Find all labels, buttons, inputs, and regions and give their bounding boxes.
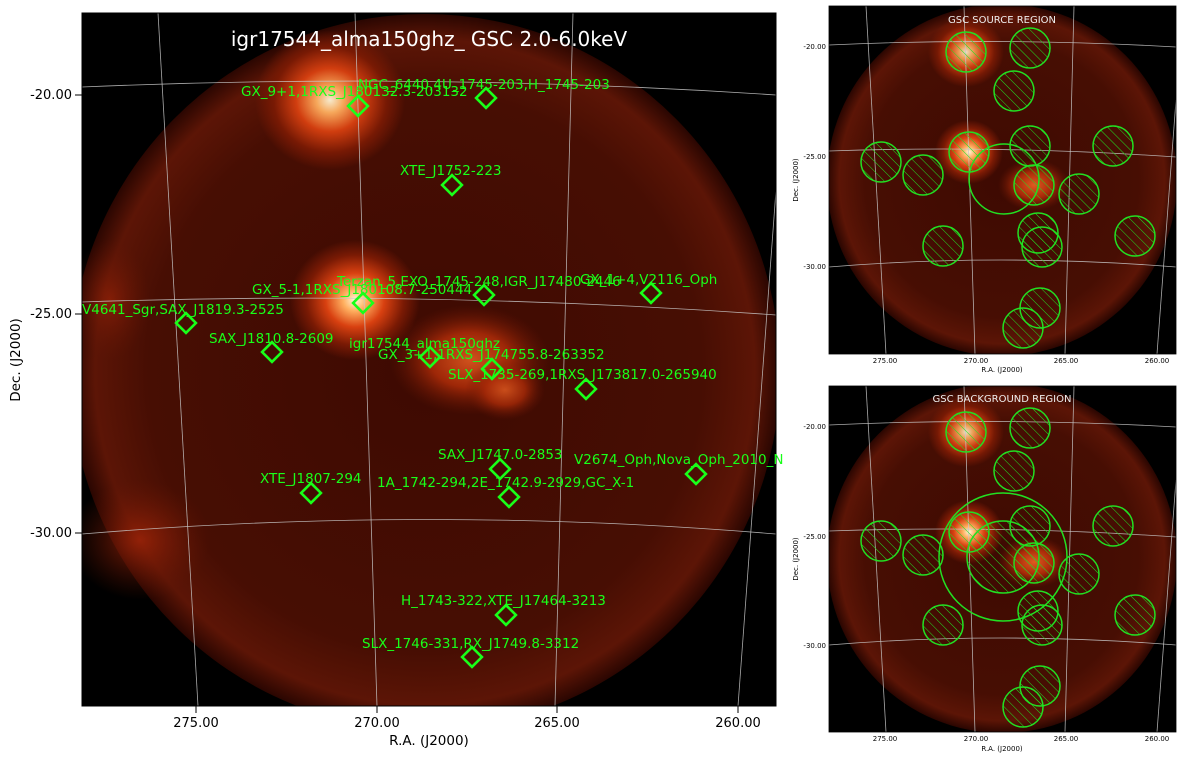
x-tick-label: 275.00 bbox=[173, 716, 219, 731]
source-label: XTE_J1752-223 bbox=[400, 163, 502, 179]
x-tick-label: 270.00 bbox=[964, 735, 989, 743]
source-marker bbox=[418, 345, 442, 369]
x-tick-label: 275.00 bbox=[873, 735, 898, 743]
source-marker bbox=[488, 457, 512, 481]
source-marker bbox=[574, 377, 598, 401]
main-image bbox=[82, 14, 776, 706]
source-marker bbox=[346, 94, 370, 118]
x-tick-label: 270.00 bbox=[964, 357, 989, 365]
source-marker bbox=[440, 173, 464, 197]
x-axis-label: R.A. (J2000) bbox=[981, 745, 1023, 753]
y-tick-label: -30.00 bbox=[30, 526, 72, 541]
source-label: SAX_J1747.0-2853 bbox=[438, 447, 563, 463]
source-marker bbox=[494, 603, 518, 627]
source-label: GX_1+4,V2116_Oph bbox=[580, 272, 717, 288]
source-label: XTE_J1807-294 bbox=[260, 471, 362, 487]
source-label: 1A_1742-294,2E_1742.9-2929,GC_X-1 bbox=[377, 475, 634, 491]
x-tick-label: 275.00 bbox=[873, 357, 898, 365]
source-label: GX_9+1,1RXS_J180132.3-203132 bbox=[241, 84, 468, 100]
x-tick-label: 265.00 bbox=[534, 716, 580, 731]
source-marker bbox=[260, 340, 284, 364]
background-panel-title: GSC BACKGROUND REGION bbox=[933, 394, 1072, 405]
source-labels: NGC_6440,4U_1745-203,H_1745-203 GX_9+1,1… bbox=[82, 77, 783, 652]
source-marker bbox=[460, 645, 484, 669]
x-tick-label: 260.00 bbox=[1145, 735, 1170, 743]
y-axis-label: Dec. (J2000) bbox=[792, 158, 800, 202]
x-tick-label: 265.00 bbox=[1054, 357, 1079, 365]
x-axis-label: R.A. (J2000) bbox=[981, 366, 1023, 374]
y-axis-label: Dec. (J2000) bbox=[792, 537, 800, 581]
source-label: GX_3+1,1RXS_J174755.8-263352 bbox=[378, 347, 605, 363]
y-tick-label: -20.00 bbox=[803, 423, 826, 431]
background-region-panel: GSC BACKGROUND REGION 275.00 270.00 265.… bbox=[792, 385, 1177, 753]
y-tick-label: -25.00 bbox=[30, 307, 72, 322]
x-tick-label: 270.00 bbox=[354, 716, 400, 731]
source-label: SAX_J1810.8-2609 bbox=[209, 331, 334, 347]
y-tick-label: -30.00 bbox=[803, 642, 826, 650]
y-tick-label: -30.00 bbox=[803, 263, 826, 271]
source-panel-title: GSC SOURCE REGION bbox=[948, 15, 1056, 26]
x-tick-label: 260.00 bbox=[715, 716, 761, 731]
source-label: SLX_1746-331,RX_J1749.8-3312 bbox=[362, 636, 579, 652]
main-axes: 275.00 270.00 265.00 260.00 -20.00 -25.0… bbox=[8, 88, 761, 749]
source-marker bbox=[480, 357, 504, 381]
source-marker bbox=[174, 311, 198, 335]
x-tick-label: 260.00 bbox=[1145, 357, 1170, 365]
source-label: Terzan_5,EXO_1745-248,IGR_J17480-2446 bbox=[336, 274, 621, 290]
y-tick-label: -25.00 bbox=[803, 153, 826, 161]
y-axis-label: Dec. (J2000) bbox=[8, 318, 24, 402]
source-label: V4641_Sgr,SAX_J1819.3-2525 bbox=[82, 302, 284, 318]
source-marker bbox=[472, 283, 496, 307]
y-tick-label: -25.00 bbox=[803, 533, 826, 541]
source-label: NGC_6440,4U_1745-203,H_1745-203 bbox=[358, 77, 610, 93]
source-marker bbox=[299, 481, 323, 505]
source-label: SLX_1735-269,1RXS_J173817.0-265940 bbox=[448, 367, 717, 383]
source-marker bbox=[351, 291, 375, 315]
y-tick-label: -20.00 bbox=[30, 88, 72, 103]
source-markers bbox=[174, 86, 708, 669]
source-label: igr17544_alma150ghz bbox=[349, 336, 500, 352]
main-coordinate-grid bbox=[82, 13, 776, 706]
main-panel: igr17544_alma150ghz_ GSC 2.0-6.0keV NGC_… bbox=[8, 12, 783, 749]
source-label: GX_5-1,1RXS_J180108.7-250444 bbox=[252, 282, 472, 298]
y-tick-label: -20.00 bbox=[803, 43, 826, 51]
main-title: igr17544_alma150ghz_ GSC 2.0-6.0keV bbox=[231, 27, 628, 51]
source-label: V2674_Oph,Nova_Oph_2010_N bbox=[574, 452, 783, 468]
x-tick-label: 265.00 bbox=[1054, 735, 1079, 743]
source-marker bbox=[474, 86, 498, 110]
source-marker bbox=[639, 281, 663, 305]
source-region-panel: GSC SOURCE REGION 275.00 270.00 265.00 2… bbox=[792, 5, 1177, 374]
source-marker bbox=[684, 462, 708, 486]
x-axis-label: R.A. (J2000) bbox=[389, 733, 469, 749]
source-marker bbox=[497, 485, 521, 509]
source-label: H_1743-322,XTE_J17464-3213 bbox=[401, 593, 606, 609]
